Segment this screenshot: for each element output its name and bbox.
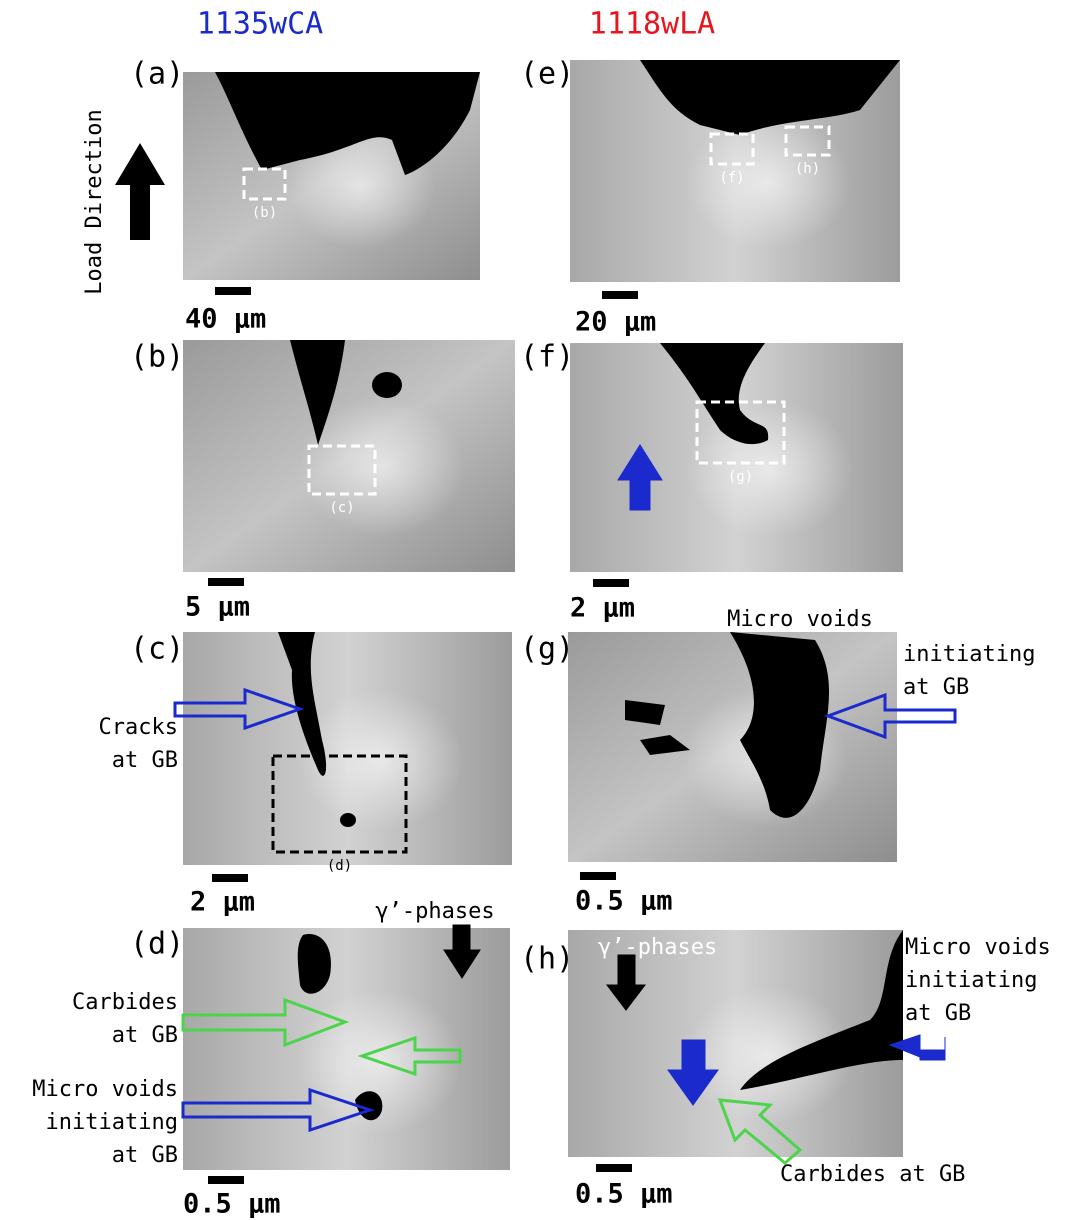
column-title: 1118wLA xyxy=(589,7,715,42)
page: Fracture micrographs {"columns":[{"title… xyxy=(0,0,1075,1220)
annotation: at GB xyxy=(112,1023,178,1048)
panel-label: (b) xyxy=(130,340,184,375)
panels: (a)40 μm(b)(b)5 μm(c)(c)2 μm(d)(d)0.5 μm… xyxy=(130,57,903,1220)
annotation: Micro voids xyxy=(905,935,1051,960)
inset-label: (g) xyxy=(728,469,753,485)
scale-bar xyxy=(212,874,248,882)
scale-label: 5 μm xyxy=(185,592,250,623)
figure: 1135wCA 1118wLA Load Direction (a)40 μm(… xyxy=(0,0,1075,1220)
scale-bar xyxy=(208,578,244,586)
column-title: 1135wCA xyxy=(197,7,323,42)
annotation: initiating xyxy=(903,642,1035,667)
inset-label: (f) xyxy=(719,170,744,186)
annotation: Carbides xyxy=(72,990,178,1015)
annotation: initiating xyxy=(46,1110,178,1135)
body: 1135wCA 1118wLA Load Direction (a)40 μm(… xyxy=(0,0,1075,1220)
scale-label: 20 μm xyxy=(575,307,656,338)
annotation: at GB xyxy=(903,675,969,700)
inset-label: (h) xyxy=(795,161,820,177)
scale-label: 40 μm xyxy=(185,304,266,335)
annotation: Micro voids xyxy=(32,1077,178,1102)
scale-bar xyxy=(215,287,251,295)
annotation: at GB xyxy=(112,1143,178,1168)
scale-label: 0.5 μm xyxy=(575,1179,673,1210)
scale-label: 2 μm xyxy=(190,887,255,918)
annotation: Micro voids xyxy=(727,607,873,632)
load-arrow xyxy=(115,143,165,240)
panel-label: (d) xyxy=(130,927,184,962)
panel-label: (h) xyxy=(520,942,574,977)
panel-label: (f) xyxy=(520,340,574,375)
annotation: initiating xyxy=(905,968,1037,993)
inset-label: (b) xyxy=(252,205,277,221)
scale-bar xyxy=(602,291,638,299)
annotation: at GB xyxy=(905,1001,971,1026)
panel-label: (e) xyxy=(520,57,574,92)
inset-label: (c) xyxy=(329,500,354,516)
axis-label: Load Direction xyxy=(82,109,107,294)
inset-label: (d) xyxy=(327,858,352,874)
bright-region xyxy=(687,400,854,537)
scale-label: 0.5 μm xyxy=(183,1189,281,1220)
annotation: γ’-phases xyxy=(598,935,717,960)
scale-bar xyxy=(593,579,629,587)
scale-bar xyxy=(580,872,616,880)
annotation: γ’-phases xyxy=(375,899,494,924)
scale-bar xyxy=(208,1176,244,1184)
annotation: Cracks xyxy=(99,715,178,740)
panel-label: (a) xyxy=(130,57,184,92)
panel-label: (g) xyxy=(520,632,574,667)
scale-label: 2 μm xyxy=(570,593,635,624)
panel-label: (c) xyxy=(130,632,184,667)
scale-label: 0.5 μm xyxy=(575,886,673,917)
annotation: at GB xyxy=(112,748,178,773)
scale-bar xyxy=(596,1164,632,1172)
annotation: Carbides at GB xyxy=(780,1162,965,1187)
